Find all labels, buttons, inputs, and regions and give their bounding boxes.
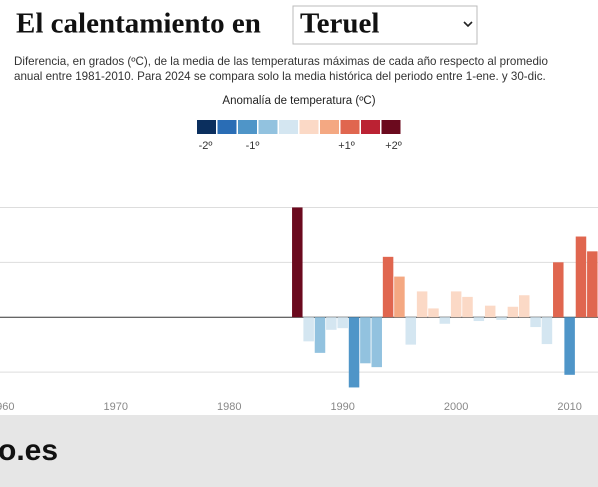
- bar: [326, 317, 337, 330]
- bar: [484, 305, 496, 318]
- bar: [553, 262, 564, 318]
- legend-swatch: [238, 120, 257, 134]
- bar: [416, 291, 428, 318]
- bar: [337, 317, 348, 329]
- legend-swatch: [340, 120, 360, 134]
- bar: [360, 317, 371, 364]
- bar: [405, 317, 417, 345]
- bar: [382, 256, 394, 318]
- x-tick-label: 1970: [103, 401, 127, 413]
- bar: [292, 207, 303, 318]
- bar: [530, 317, 541, 328]
- select-chevron[interactable]: [463, 21, 473, 28]
- city-select[interactable]: [292, 5, 478, 45]
- legend-title: Anomalía de temperatura (ºC): [222, 95, 375, 107]
- legend-tick-label: +2º: [385, 140, 402, 152]
- bar: [348, 317, 360, 388]
- x-tick-label: 1990: [330, 401, 354, 413]
- legend-tick-label: +1º: [338, 140, 355, 152]
- legend-swatch: [320, 120, 339, 134]
- bar: [507, 306, 519, 318]
- legend-swatch: [299, 120, 319, 134]
- city-select-value[interactable]: Teruel: [300, 8, 379, 40]
- bar: [575, 236, 587, 318]
- bar: [314, 317, 326, 353]
- bar: [428, 308, 439, 318]
- legend-swatch: [361, 120, 380, 134]
- x-tick-label: 1960: [0, 401, 15, 413]
- legend-swatch: [217, 120, 237, 134]
- bar: [564, 317, 575, 375]
- legend-swatch: [279, 120, 298, 134]
- x-tick-label: 2000: [444, 401, 468, 413]
- bar: [371, 317, 382, 368]
- x-tick-label: 2010: [557, 401, 581, 413]
- legend-swatch: [258, 120, 278, 134]
- legend-swatch: [381, 120, 401, 134]
- bar: [394, 276, 405, 318]
- bar: [303, 317, 314, 342]
- legend-tick-label: -2º: [199, 140, 213, 152]
- bar: [518, 295, 530, 318]
- x-tick-label: 1980: [217, 401, 241, 413]
- bar: [473, 317, 485, 322]
- subtitle-line: Diferencia, en grados (ºC), de la media …: [14, 55, 548, 68]
- footer-band: [0, 415, 598, 487]
- bar: [450, 291, 462, 318]
- legend-swatch: [197, 120, 216, 134]
- subtitle-line: anual entre 1981-2010. Para 2024 se comp…: [14, 70, 546, 83]
- bar: [587, 251, 598, 318]
- bar: [496, 317, 507, 320]
- bar: [462, 296, 473, 318]
- bar: [439, 317, 451, 324]
- chart-title: El calentamiento en: [16, 8, 261, 40]
- legend-tick-label: -1º: [246, 140, 260, 152]
- footer-logo: o.es: [0, 434, 58, 467]
- bar: [541, 317, 553, 345]
